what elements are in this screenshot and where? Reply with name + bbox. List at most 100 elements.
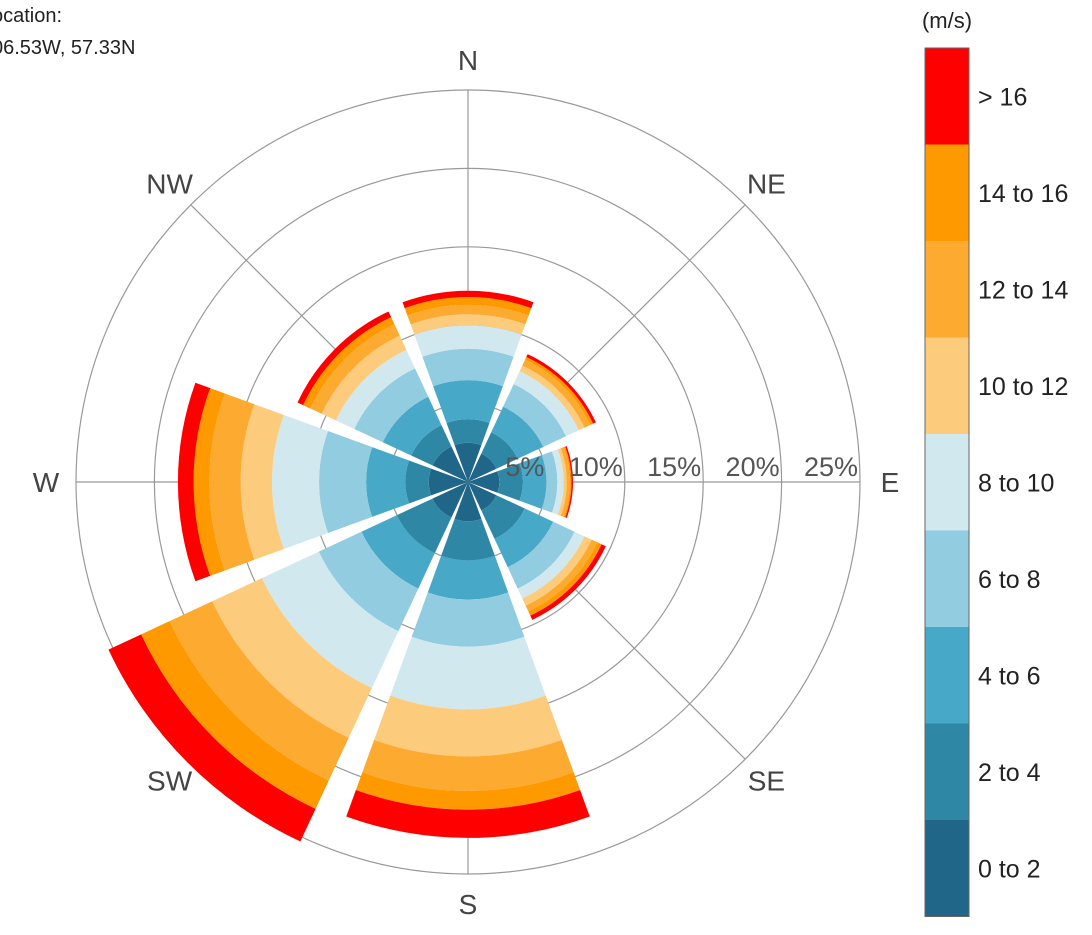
wedge-w-bin-8 — [193, 388, 225, 576]
legend-title: (m/s) — [922, 8, 972, 33]
wedge-n-bin-6 — [410, 314, 526, 335]
legend-swatch-bin-7 — [925, 241, 969, 338]
wedge-sw-bin-2 — [396, 498, 452, 554]
wedge-s-bin-7 — [362, 739, 574, 791]
wedge-sw-bin-1 — [432, 482, 468, 518]
radial-tick-label-1: 5% — [505, 452, 544, 482]
direction-label-s: S — [459, 889, 478, 920]
wedge-n-bin-3 — [433, 380, 503, 424]
legend-label-bin-4: 6 to 8 — [978, 566, 1041, 594]
wedge-w-bin-3 — [366, 447, 410, 517]
legend-swatch-bin-4 — [925, 530, 969, 628]
wedge-se-bin-7 — [525, 539, 598, 612]
location-coords: 06.53W, 57.33N — [0, 37, 136, 59]
wedge-n-bin-2 — [446, 419, 490, 446]
wedge-n-bin-9 — [402, 290, 534, 309]
wedge-s-bin-2 — [441, 518, 495, 561]
direction-label-ne: NE — [747, 169, 786, 200]
wedge-s-bin-4 — [411, 592, 525, 647]
wedge-nw-bin-4 — [354, 368, 429, 443]
legend-label-bin-8: 14 to 16 — [978, 180, 1068, 208]
wedge-n-bin-1 — [454, 442, 482, 482]
wedge-se-bin-1 — [468, 482, 497, 511]
wedge-sw-bin-4 — [318, 531, 419, 632]
wedge-sw-bin-5 — [261, 551, 399, 689]
wedge-nw-bin-9 — [297, 311, 392, 406]
wedge-e-bin-4 — [541, 451, 558, 513]
wedge-se-bin-3 — [494, 508, 554, 568]
wedge-nw-bin-7 — [310, 324, 400, 414]
direction-label-w: W — [33, 467, 60, 498]
wedge-nw-bin-6 — [321, 335, 407, 421]
wedge-nw-bin-5 — [335, 349, 415, 429]
radial-tick-label-5: 25% — [804, 452, 858, 482]
wedge-nw-bin-2 — [411, 425, 452, 466]
wedge-se-bin-2 — [481, 495, 525, 539]
radial-tick-label-2: 10% — [569, 452, 623, 482]
wedge-ne-bin-1 — [468, 453, 497, 482]
radial-tick-label-4: 20% — [726, 452, 780, 482]
legend-swatch-bin-5 — [925, 434, 969, 531]
legend-swatch-bin-9 — [925, 48, 969, 145]
wedge-sw-bin-9 — [108, 634, 316, 842]
legend-swatch-bin-6 — [925, 337, 969, 435]
wedge-sw-bin-3 — [361, 515, 435, 589]
direction-label-sw: SW — [147, 765, 193, 796]
wedge-w-bin-1 — [428, 468, 468, 496]
wedge-w-bin-7 — [209, 393, 255, 571]
direction-label-se: SE — [748, 765, 785, 796]
legend-label-bin-2: 2 to 4 — [978, 759, 1041, 787]
wedge-sw-bin-6 — [212, 578, 372, 738]
wedge-s-bin-3 — [427, 555, 509, 600]
wedge-n-bin-7 — [407, 304, 529, 325]
legend-swatch-bin-1 — [925, 820, 969, 917]
wedge-se-bin-6 — [522, 536, 592, 606]
direction-label-n: N — [458, 45, 478, 76]
wedge-ne-bin-6 — [519, 365, 585, 431]
legend-swatch-bin-8 — [925, 144, 969, 242]
radial-tick-label-3: 15% — [647, 452, 701, 482]
legend-label-bin-1: 0 to 2 — [978, 855, 1041, 883]
wedge-ne-bin-5 — [513, 371, 579, 437]
wedge-nw-bin-1 — [432, 446, 468, 482]
wedge-e-bin-5 — [551, 449, 564, 515]
wedge-ne-bin-7 — [522, 359, 591, 428]
wedge-sw-bin-7 — [169, 601, 349, 781]
wedge-s-bin-8 — [355, 772, 581, 810]
direction-label-e: E — [881, 467, 900, 498]
location-label: ocation: — [0, 5, 63, 27]
wedge-e-bin-1 — [468, 471, 500, 493]
wedge-w-bin-5 — [271, 414, 329, 550]
legend-label-bin-7: 12 to 14 — [978, 276, 1068, 304]
wedge-n-bin-5 — [414, 325, 522, 357]
wedge-s-bin-9 — [346, 789, 590, 838]
wedge-w-bin-2 — [405, 460, 432, 504]
direction-label-nw: NW — [146, 169, 193, 200]
wedge-s-bin-1 — [454, 482, 482, 522]
wedge-ne-bin-4 — [503, 383, 567, 447]
wedge-e-bin-9 — [565, 446, 574, 518]
legend-label-bin-9: > 16 — [978, 83, 1027, 111]
wedge-s-bin-6 — [374, 695, 562, 757]
wedge-n-bin-8 — [404, 296, 532, 316]
wedge-e-bin-6 — [557, 448, 567, 516]
legend-label-bin-6: 10 to 12 — [978, 373, 1068, 401]
wedge-s-bin-5 — [390, 636, 546, 710]
legend-swatch-bin-2 — [925, 723, 969, 821]
legend-label-bin-3: 4 to 6 — [978, 662, 1041, 690]
wedge-e-bin-8 — [563, 446, 572, 518]
wedge-nw-bin-8 — [303, 317, 395, 409]
location-info: ocation: 06.53W, 57.33N — [0, 0, 135, 64]
wedge-se-bin-8 — [528, 542, 602, 616]
wedge-e-bin-7 — [560, 447, 570, 517]
wedge-e-bin-3 — [519, 455, 547, 509]
wedge-ne-bin-3 — [491, 406, 544, 459]
wedge-se-bin-4 — [507, 521, 575, 589]
wedge-n-bin-4 — [422, 348, 514, 387]
legend-label-bin-5: 8 to 10 — [978, 469, 1054, 497]
wedge-w-bin-6 — [240, 404, 284, 560]
legend-border — [924, 47, 970, 917]
legend-swatch-bin-3 — [925, 627, 969, 724]
wedge-se-bin-9 — [530, 544, 606, 620]
